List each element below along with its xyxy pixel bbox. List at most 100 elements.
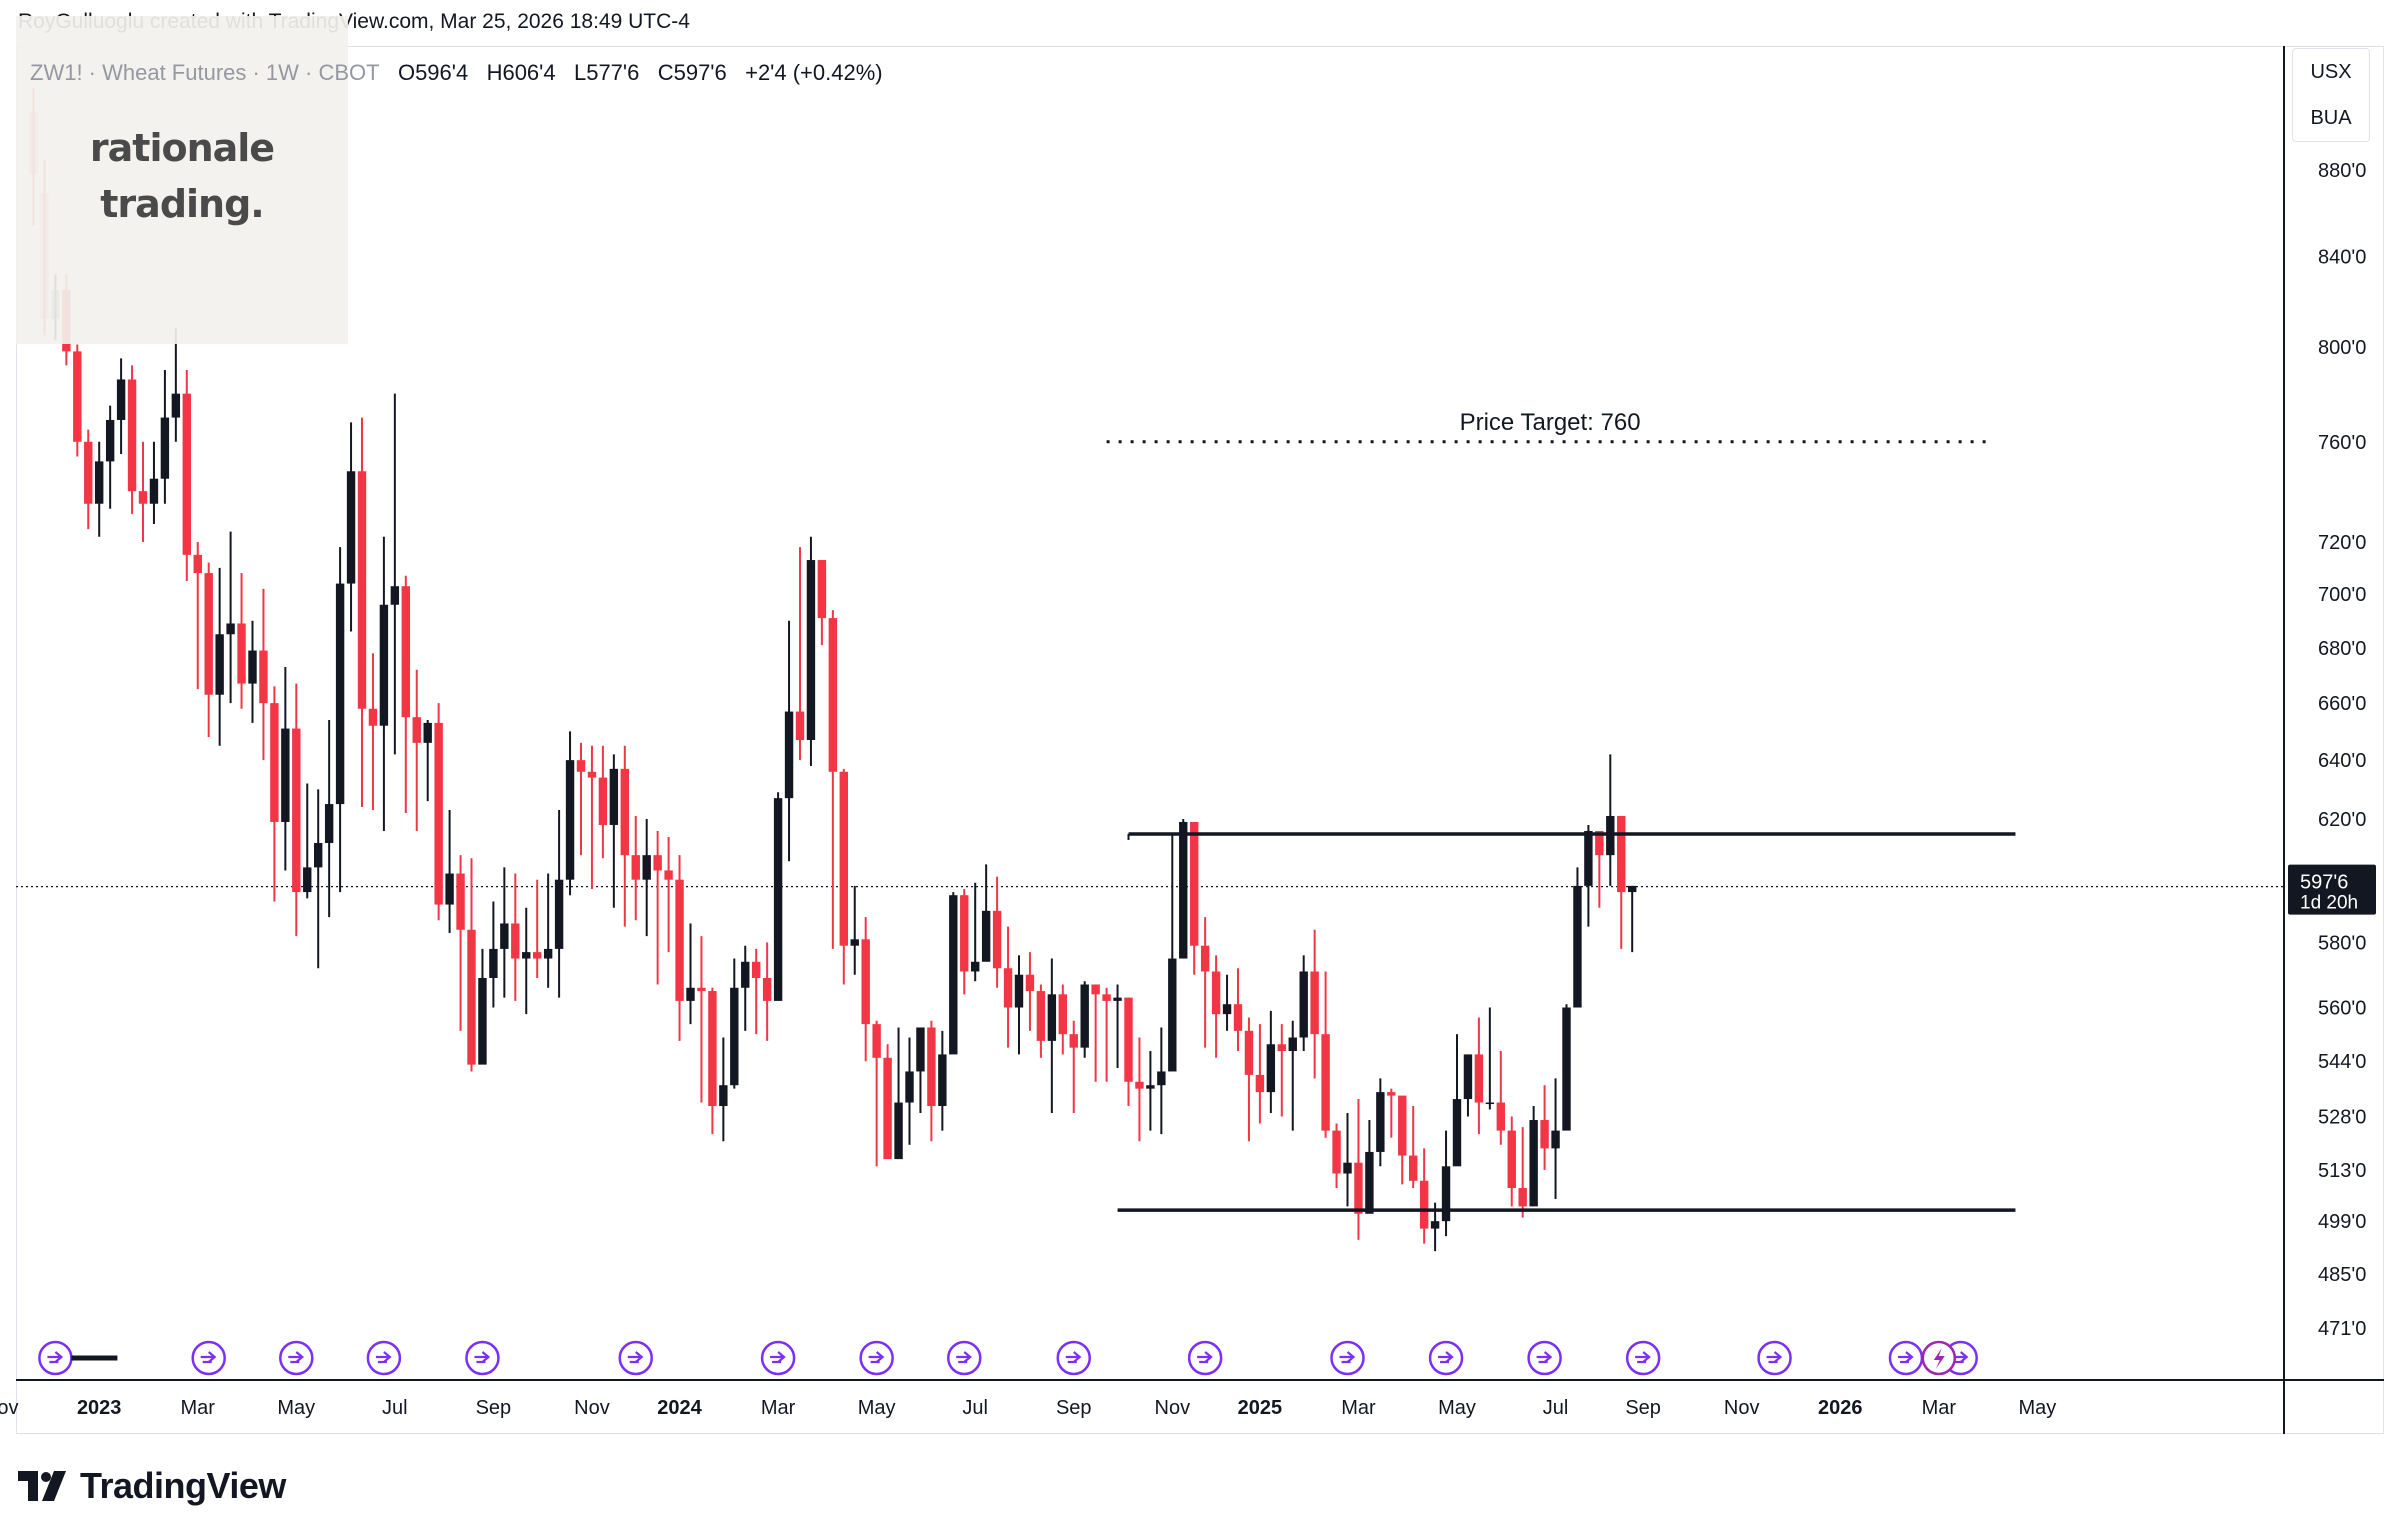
candle-body bbox=[1398, 1095, 1407, 1156]
candle-body bbox=[489, 948, 498, 978]
time-axis-tick: 2023 bbox=[77, 1397, 122, 1419]
unit-selector[interactable]: USX BUA bbox=[2292, 48, 2370, 142]
price-axis-tick: 471'0 bbox=[2318, 1318, 2366, 1340]
candle-body bbox=[1551, 1130, 1560, 1149]
time-axis-tick: May bbox=[2018, 1397, 2056, 1419]
symbol-legend: ZW1! · Wheat Futures · 1W · CBOT O596'4 … bbox=[30, 60, 883, 86]
symbol-description[interactable]: ZW1! · Wheat Futures · 1W · CBOT bbox=[30, 60, 380, 85]
event-arrow-icon bbox=[288, 1351, 305, 1364]
candle-body bbox=[554, 879, 564, 949]
currency-unit[interactable]: USX bbox=[2310, 61, 2352, 83]
event-arrow-icon bbox=[956, 1351, 972, 1364]
candle-body bbox=[1190, 821, 1199, 946]
event-arrow-icon bbox=[1766, 1351, 1783, 1364]
candle-body bbox=[1255, 1074, 1265, 1093]
low-value: 577'6 bbox=[586, 60, 640, 85]
change-value: +2'4 (+0.42%) bbox=[745, 60, 883, 85]
open-label: O bbox=[397, 60, 416, 85]
candle-body bbox=[598, 777, 608, 825]
tradingview-logo[interactable]: TradingView bbox=[18, 1464, 286, 1508]
candle-body bbox=[1266, 1044, 1276, 1093]
watermark-logo: rationale trading. bbox=[16, 120, 348, 232]
event-arrow-icon bbox=[47, 1351, 64, 1364]
candle-body bbox=[992, 910, 1002, 969]
candle-body bbox=[664, 870, 673, 880]
candle-body bbox=[423, 722, 432, 743]
event-arrow-icon bbox=[1197, 1351, 1213, 1364]
candle-body bbox=[686, 987, 695, 1001]
candle-body bbox=[1452, 1099, 1462, 1167]
candle-body bbox=[795, 711, 805, 740]
candle-body bbox=[1562, 1007, 1571, 1131]
chart-pane[interactable] bbox=[16, 46, 2384, 1434]
candle-body bbox=[1540, 1120, 1549, 1149]
candle-body bbox=[960, 895, 969, 972]
candle-body bbox=[1025, 974, 1035, 992]
time-axis-tick: 2025 bbox=[1238, 1397, 1283, 1419]
high-value: 606'4 bbox=[502, 60, 556, 85]
price-axis-tick: 720'0 bbox=[2318, 532, 2366, 554]
candle-body bbox=[412, 717, 421, 743]
price-axis-tick: 760'0 bbox=[2318, 432, 2366, 454]
candle-body bbox=[379, 604, 389, 726]
candle-body bbox=[182, 393, 191, 555]
time-axis-tick: Nov bbox=[1155, 1397, 1191, 1419]
event-arrow-icon bbox=[868, 1351, 885, 1364]
price-axis-tick: 485'0 bbox=[2318, 1264, 2366, 1286]
candle-body bbox=[1036, 991, 1046, 1041]
candle-body bbox=[445, 873, 454, 905]
candle-body bbox=[1091, 984, 1100, 995]
candle-body bbox=[1584, 830, 1593, 886]
candle-body bbox=[1244, 1030, 1254, 1075]
watermark-line-1: rationale bbox=[89, 126, 275, 170]
candle-body bbox=[576, 760, 586, 772]
candle-body bbox=[292, 728, 301, 893]
candle-body bbox=[368, 708, 378, 726]
candle-body bbox=[346, 471, 356, 584]
time-axis-tick: Nov bbox=[0, 1397, 18, 1419]
candle-body bbox=[1485, 1102, 1495, 1105]
candle-body bbox=[587, 771, 597, 778]
candle-body bbox=[1474, 1054, 1484, 1103]
candle-body bbox=[1124, 997, 1133, 1082]
candle-body bbox=[281, 728, 290, 822]
candle-body bbox=[171, 393, 181, 418]
candle-body bbox=[1409, 1155, 1418, 1181]
candle-body bbox=[894, 1102, 903, 1160]
candle-body bbox=[149, 478, 159, 504]
candle-body bbox=[565, 760, 575, 880]
candle-body bbox=[784, 711, 794, 799]
open-value: 596'4 bbox=[415, 60, 469, 85]
quantity-unit[interactable]: BUA bbox=[2310, 107, 2352, 129]
time-axis-tick: Jul bbox=[962, 1397, 988, 1419]
candle-body bbox=[543, 948, 553, 959]
time-axis-tick: Jul bbox=[1543, 1397, 1569, 1419]
watermark-box bbox=[16, 16, 348, 344]
event-arrow-icon bbox=[1065, 1351, 1082, 1364]
candle-body bbox=[1628, 885, 1637, 893]
close-value: 597'6 bbox=[673, 60, 727, 85]
candle-body bbox=[609, 768, 619, 825]
candle-body bbox=[116, 379, 126, 420]
candle-body bbox=[1113, 997, 1122, 1001]
candle-body bbox=[456, 873, 465, 930]
event-arrow-icon bbox=[375, 1351, 392, 1364]
event-arrow-icon bbox=[200, 1351, 217, 1364]
tradingview-mark-icon bbox=[18, 1471, 66, 1501]
candle-body bbox=[817, 560, 827, 619]
candle-body bbox=[653, 855, 662, 871]
candle-body bbox=[1146, 1085, 1155, 1089]
candle-body bbox=[1387, 1092, 1396, 1096]
time-axis-tick: Sep bbox=[476, 1397, 512, 1419]
candle-body bbox=[215, 634, 224, 695]
candle-body bbox=[1069, 1034, 1078, 1048]
candle-body bbox=[1518, 1188, 1527, 1207]
candle-body bbox=[357, 471, 367, 709]
candle-body bbox=[193, 554, 202, 574]
candle-body bbox=[905, 1071, 914, 1103]
price-axis-tick: 680'0 bbox=[2318, 638, 2366, 660]
candle-body bbox=[500, 923, 509, 949]
close-label: C bbox=[657, 60, 674, 85]
time-axis-tick: 2026 bbox=[1818, 1397, 1863, 1419]
